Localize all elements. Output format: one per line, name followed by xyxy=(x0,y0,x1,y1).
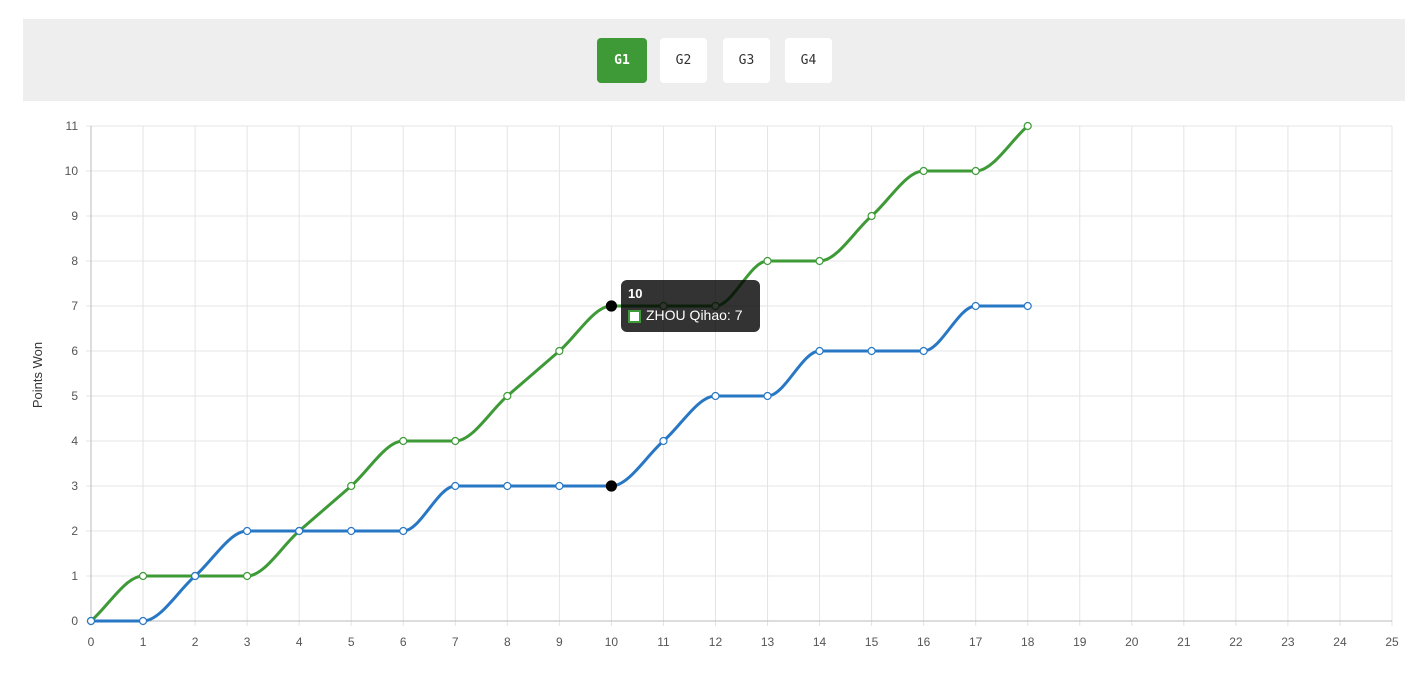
x-tick-label: 1 xyxy=(140,635,147,649)
data-point xyxy=(605,300,618,312)
data-point xyxy=(295,526,304,536)
data-point xyxy=(919,346,928,356)
x-tick-label: 19 xyxy=(1073,635,1087,649)
tab-g2[interactable]: G2 xyxy=(660,38,707,83)
x-tick-label: 24 xyxy=(1333,635,1347,649)
y-tick-label: 3 xyxy=(71,479,78,493)
data-point xyxy=(243,571,252,581)
data-point xyxy=(605,480,618,492)
tab-g1[interactable]: G1 xyxy=(597,38,647,83)
y-tick-label: 9 xyxy=(71,209,78,223)
x-axis-ticks: 0 1 2 3 4 5 6 7 8 9 10 11 12 13 14 15 16 17 18 19 20 21 22 23 24… xyxy=(88,635,1399,649)
y-tick-label: 11 xyxy=(66,119,79,133)
data-point xyxy=(451,481,460,491)
x-tick-label: 4 xyxy=(296,635,303,649)
x-tick-label: 11 xyxy=(657,635,670,649)
x-tick-label: 12 xyxy=(709,635,723,649)
x-tick-label: 21 xyxy=(1177,635,1191,649)
y-axis-label: Points Won xyxy=(30,342,45,408)
data-point xyxy=(399,436,408,446)
data-point xyxy=(919,166,928,176)
data-point xyxy=(347,481,356,491)
data-point xyxy=(190,571,200,581)
x-tick-label: 3 xyxy=(244,635,251,649)
tooltip-body: ZHOU Qihao: 7 xyxy=(646,307,743,323)
data-point xyxy=(971,166,980,176)
x-tick-label: 18 xyxy=(1021,635,1035,649)
x-tick-label: 14 xyxy=(813,635,827,649)
x-tick-label: 22 xyxy=(1229,635,1243,649)
x-tick-label: 17 xyxy=(969,635,983,649)
x-tick-label: 8 xyxy=(504,635,511,649)
data-point xyxy=(659,436,668,446)
data-point xyxy=(451,436,460,446)
y-tick-label: 0 xyxy=(71,614,78,628)
y-axis-ticks: 0 1 2 3 4 5 6 7 8 9 10 11 xyxy=(65,119,79,628)
y-tick-label: 1 xyxy=(71,569,78,583)
data-point xyxy=(867,346,876,356)
chart-tooltip: 10 ZHOU Qihao: 7 xyxy=(621,280,760,332)
data-point xyxy=(399,526,408,536)
x-tick-label: 20 xyxy=(1125,635,1139,649)
x-tick-label: 5 xyxy=(348,635,355,649)
data-point xyxy=(555,346,564,356)
tooltip-title: 10 xyxy=(628,286,643,301)
x-tick-label: 16 xyxy=(917,635,931,649)
x-tick-label: 23 xyxy=(1281,635,1295,649)
y-tick-label: 7 xyxy=(71,299,78,313)
tab-g3[interactable]: G3 xyxy=(723,38,770,83)
data-point xyxy=(1023,301,1032,311)
x-tick-label: 13 xyxy=(761,635,775,649)
y-tick-label: 5 xyxy=(71,389,78,403)
data-point xyxy=(503,481,512,491)
data-point xyxy=(138,616,148,626)
x-tick-label: 2 xyxy=(192,635,199,649)
y-tick-label: 4 xyxy=(71,434,78,448)
data-point xyxy=(347,526,356,536)
data-point xyxy=(815,256,824,266)
y-tick-label: 6 xyxy=(71,344,78,358)
x-tick-label: 15 xyxy=(865,635,879,649)
x-tick-label: 10 xyxy=(605,635,619,649)
data-point xyxy=(711,391,720,401)
chart-grid xyxy=(86,125,1393,626)
x-tick-label: 0 xyxy=(88,635,95,649)
data-point xyxy=(763,256,772,266)
data-point xyxy=(763,391,772,401)
x-tick-label: 6 xyxy=(400,635,407,649)
data-point xyxy=(867,211,876,221)
data-point xyxy=(138,571,148,581)
data-point xyxy=(86,616,96,626)
data-point xyxy=(555,481,564,491)
x-tick-label: 7 xyxy=(452,635,459,649)
y-tick-label: 8 xyxy=(71,254,78,268)
data-point xyxy=(1023,121,1032,131)
y-tick-label: 2 xyxy=(71,524,78,538)
y-tick-label: 10 xyxy=(65,164,79,178)
game-selector-bar xyxy=(23,19,1405,101)
x-tick-label: 25 xyxy=(1385,635,1399,649)
x-tick-label: 9 xyxy=(556,635,563,649)
data-point xyxy=(503,391,512,401)
data-point xyxy=(815,346,824,356)
tab-g4[interactable]: G4 xyxy=(785,38,832,83)
chart-axes xyxy=(90,126,1392,622)
tooltip-legend-swatch xyxy=(628,310,641,323)
series-points xyxy=(86,121,1032,626)
data-point xyxy=(971,301,980,311)
data-point xyxy=(243,526,252,536)
